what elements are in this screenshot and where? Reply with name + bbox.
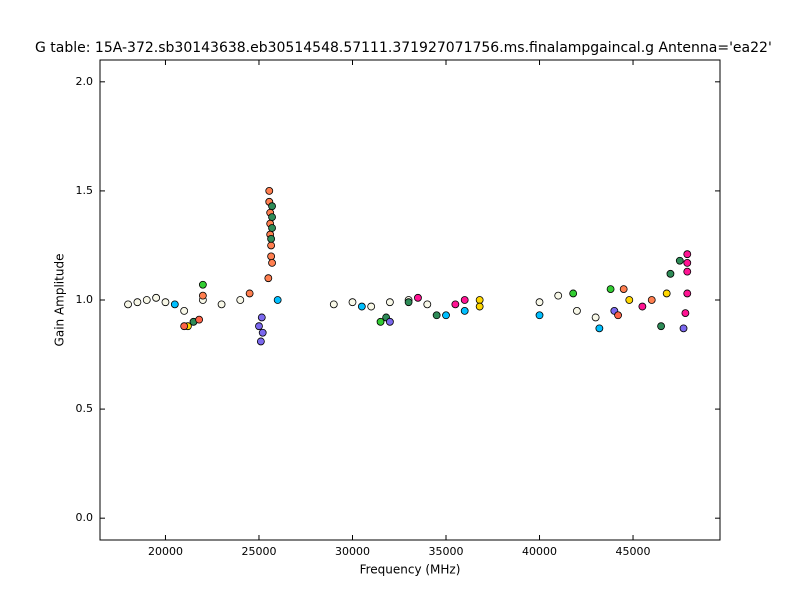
data-point xyxy=(675,256,684,265)
data-point xyxy=(180,307,189,315)
data-point xyxy=(385,298,394,307)
data-point xyxy=(245,289,254,298)
data-point xyxy=(614,311,622,320)
data-point xyxy=(666,269,675,278)
data-point xyxy=(367,302,376,311)
data-point xyxy=(432,311,441,320)
data-point xyxy=(217,300,226,309)
data-point xyxy=(257,313,266,322)
data-point xyxy=(475,302,484,311)
x-tick-label: 45000 xyxy=(616,545,651,558)
data-point xyxy=(683,289,692,298)
data-point xyxy=(442,311,450,320)
data-point xyxy=(460,307,469,315)
data-point xyxy=(268,259,276,267)
data-point xyxy=(198,291,207,300)
data-point xyxy=(264,274,273,283)
data-point xyxy=(357,302,366,311)
data-point xyxy=(152,293,161,302)
data-point xyxy=(376,317,385,326)
y-tick-label: 0.0 xyxy=(76,511,94,524)
data-point xyxy=(348,298,357,307)
data-point xyxy=(595,324,604,333)
data-point xyxy=(267,241,276,250)
data-point xyxy=(267,235,276,243)
data-point xyxy=(329,300,338,309)
data-point xyxy=(142,296,151,304)
x-axis-label: Frequency (MHz) xyxy=(360,563,461,577)
data-point xyxy=(657,322,665,331)
data-point xyxy=(475,296,484,304)
data-point xyxy=(460,296,469,304)
data-point xyxy=(268,202,276,211)
x-tick-label: 40000 xyxy=(522,545,557,558)
data-point xyxy=(268,213,276,221)
data-point xyxy=(573,307,581,315)
data-point xyxy=(124,300,132,309)
data-point xyxy=(404,298,413,307)
x-tick-label: 20000 xyxy=(148,545,183,558)
data-point xyxy=(554,291,563,300)
data-point xyxy=(236,296,245,304)
y-tick-label: 0.5 xyxy=(76,402,94,415)
data-point xyxy=(256,337,265,346)
data-point xyxy=(606,285,615,293)
chart-title: G table: 15A-372.sb30143638.eb30514548.5… xyxy=(35,40,772,56)
data-point xyxy=(268,224,276,232)
data-point xyxy=(195,315,204,324)
x-tick-label: 30000 xyxy=(335,545,370,558)
data-point xyxy=(385,317,394,326)
data-point xyxy=(679,324,688,333)
data-point xyxy=(255,322,263,331)
y-axis-label: Gain Amplitude xyxy=(53,254,67,347)
data-point xyxy=(625,296,634,304)
data-point xyxy=(267,252,276,261)
data-point xyxy=(161,298,170,307)
data-point xyxy=(535,311,544,320)
x-tick-label: 25000 xyxy=(241,545,276,558)
data-point xyxy=(423,300,432,309)
data-point xyxy=(569,289,578,298)
data-point xyxy=(180,322,189,331)
data-point xyxy=(683,259,692,267)
x-tick-label: 35000 xyxy=(429,545,464,558)
data-point xyxy=(683,267,692,276)
data-point xyxy=(414,293,422,302)
data-point xyxy=(170,300,179,309)
data-point xyxy=(683,250,692,259)
data-point xyxy=(198,280,207,289)
data-point xyxy=(681,309,690,317)
data-point xyxy=(273,296,282,304)
data-point xyxy=(662,289,671,298)
data-point xyxy=(638,302,647,311)
data-point xyxy=(647,296,656,304)
y-tick-label: 1.0 xyxy=(76,293,94,306)
data-point xyxy=(265,187,274,195)
data-point xyxy=(451,300,460,309)
y-tick-label: 2.0 xyxy=(76,75,94,88)
data-point xyxy=(591,313,600,322)
data-point xyxy=(258,328,267,337)
data-point xyxy=(535,298,544,307)
data-point xyxy=(619,285,628,293)
y-tick-label: 1.5 xyxy=(76,184,94,197)
data-point xyxy=(133,298,142,307)
